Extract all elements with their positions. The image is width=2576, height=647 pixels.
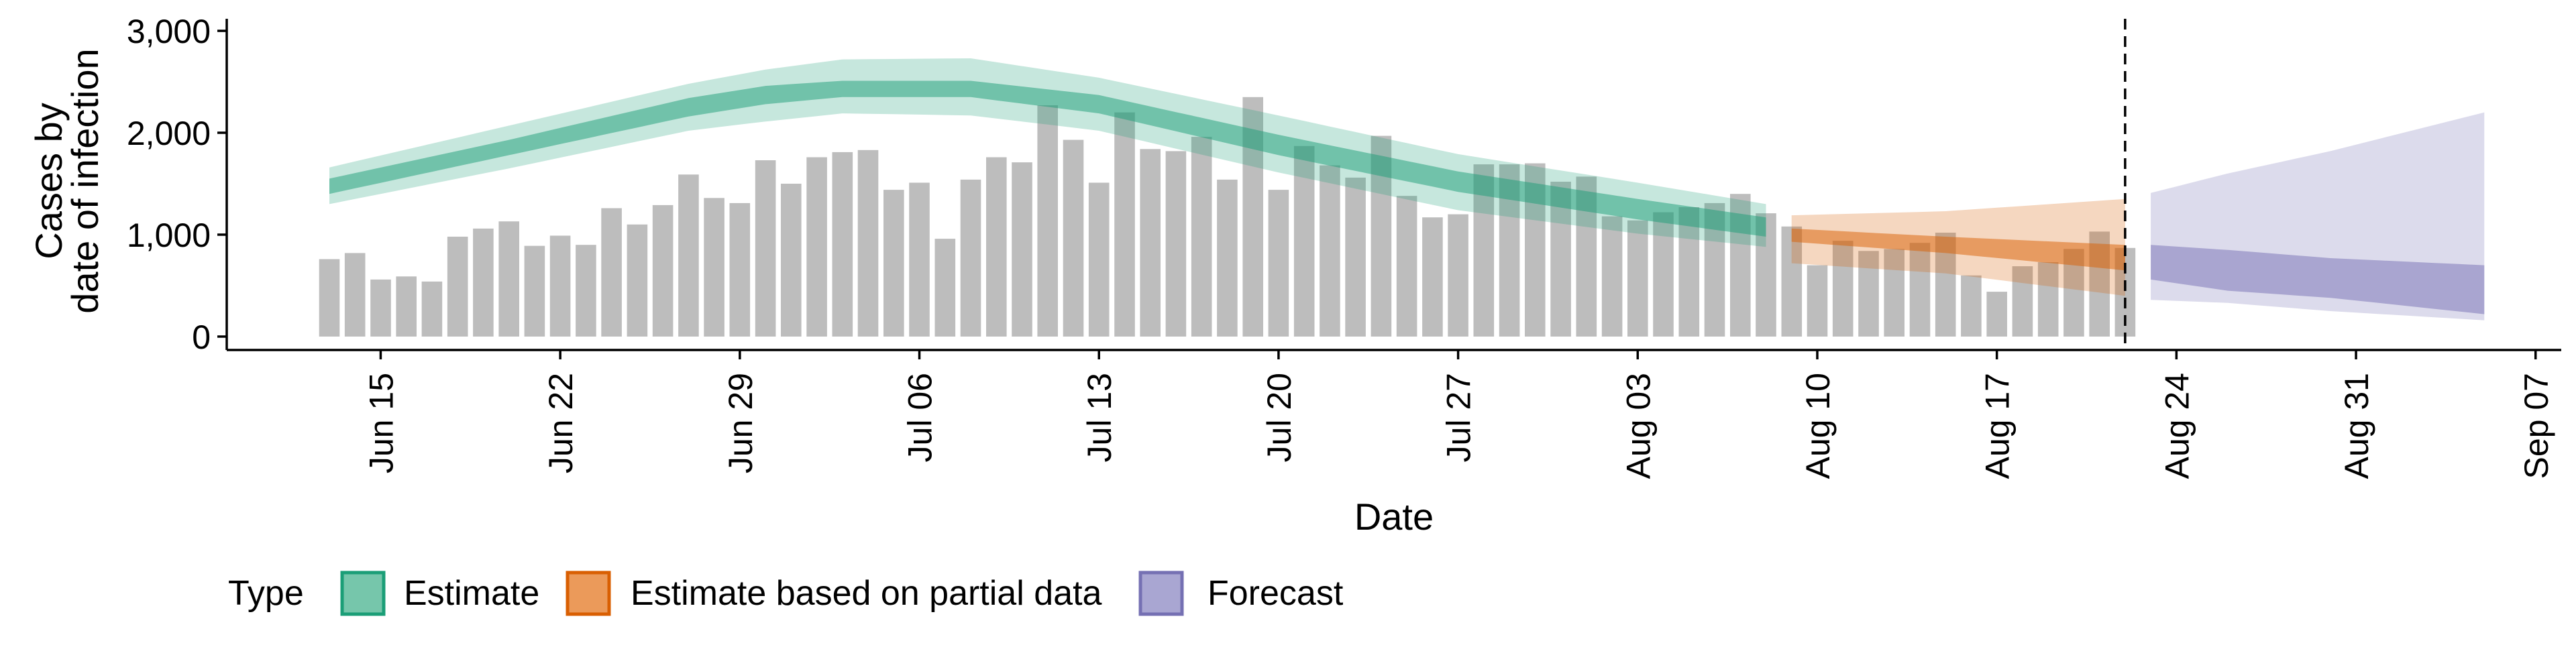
bar	[1884, 249, 1904, 337]
bar	[447, 237, 468, 337]
x-tick-label: Aug 31	[2338, 373, 2375, 479]
bar	[524, 245, 545, 337]
x-tick-label: Jul 20	[1260, 373, 1298, 462]
bar	[1858, 251, 1879, 337]
bar	[1448, 214, 1468, 337]
legend-key-2	[1138, 571, 1184, 616]
bar	[806, 157, 827, 337]
bar	[576, 245, 596, 337]
x-tick-label: Jun 22	[542, 373, 580, 473]
bar	[755, 160, 776, 337]
bar	[473, 228, 494, 337]
bar	[1191, 137, 1212, 337]
bar	[1165, 151, 1187, 337]
bar	[1012, 162, 1032, 337]
bar	[1832, 241, 1854, 337]
bar	[1345, 177, 1366, 337]
bar	[1422, 217, 1443, 337]
bar	[934, 239, 956, 337]
bar	[2037, 262, 2059, 337]
x-tick-label: Jul 13	[1081, 373, 1118, 462]
x-tick-label: Aug 10	[1799, 373, 1837, 479]
legend-label-1: Estimate based on partial data	[631, 574, 1102, 613]
axes-layer	[217, 19, 2561, 359]
y-tick-label: 0	[192, 318, 211, 356]
legend-key-1	[566, 571, 611, 616]
legend-label-0: Estimate	[404, 574, 539, 613]
legend-label-2: Forecast	[1208, 574, 1344, 613]
bar	[1088, 182, 1110, 337]
bar	[1217, 179, 1238, 337]
y-tick-label: 3,000	[127, 13, 211, 50]
bar	[1909, 243, 1931, 337]
bar	[883, 190, 904, 337]
bar	[1961, 275, 1982, 337]
bar	[421, 281, 443, 337]
y-tick-label: 1,000	[127, 217, 211, 254]
legend: Type Estimate Estimate based on partial da…	[228, 571, 1344, 616]
x-tick-label: Jun 29	[722, 373, 759, 473]
bar	[1063, 139, 1084, 337]
bar	[857, 150, 879, 337]
bands-layer	[329, 58, 2485, 320]
x-tick-label: Aug 03	[1619, 373, 1657, 479]
x-tick-label: Aug 17	[1979, 373, 2017, 479]
y-axis-title-line-2: date of infection	[64, 48, 106, 313]
bar	[344, 253, 366, 337]
bar	[627, 224, 648, 337]
y-axis-title-line-1: Cases by	[28, 103, 70, 259]
bar	[498, 221, 519, 337]
x-axis-title: Date	[1354, 495, 1434, 538]
x-tick-label: Jul 27	[1440, 373, 1478, 462]
labels-layer: 0 1,000 2,000 3,000 Jun 15 Jun 22 Jun 29 Jul 06…	[28, 13, 2555, 538]
bar	[370, 279, 391, 337]
bar	[909, 182, 930, 337]
bar	[1781, 226, 1803, 337]
bar	[729, 202, 751, 337]
bar	[986, 157, 1007, 337]
x-tick-label: Sep 07	[2518, 373, 2555, 479]
bar	[601, 208, 622, 337]
bar	[1601, 216, 1623, 337]
bar	[1627, 220, 1648, 337]
bar	[1320, 165, 1340, 337]
bar	[1114, 112, 1135, 337]
legend-key-0	[340, 571, 386, 616]
bar	[704, 198, 724, 337]
bar	[960, 179, 981, 337]
x-tick-label: Jun 15	[363, 373, 400, 473]
y-tick-label: 2,000	[127, 115, 211, 152]
bar	[1293, 145, 1315, 337]
bar	[396, 276, 417, 337]
bar	[2012, 266, 2033, 337]
bar	[1653, 212, 1674, 337]
ci50-band-2	[2151, 245, 2485, 314]
bar	[319, 259, 340, 337]
bar	[781, 184, 802, 337]
x-tick-label: Aug 24	[2158, 373, 2196, 479]
bar	[1396, 196, 1417, 337]
bar	[678, 174, 699, 337]
x-tick-label: Jul 06	[902, 373, 939, 462]
bar	[1037, 105, 1058, 337]
bar	[652, 204, 674, 337]
bar	[1807, 265, 1828, 337]
bar	[549, 235, 571, 337]
bar	[1678, 207, 1700, 337]
bar	[1268, 190, 1289, 337]
ci50-band-1	[1791, 228, 2125, 271]
bar	[1140, 149, 1161, 337]
legend-title: Type	[228, 574, 304, 613]
bar	[832, 152, 853, 337]
bar	[1986, 292, 2007, 337]
